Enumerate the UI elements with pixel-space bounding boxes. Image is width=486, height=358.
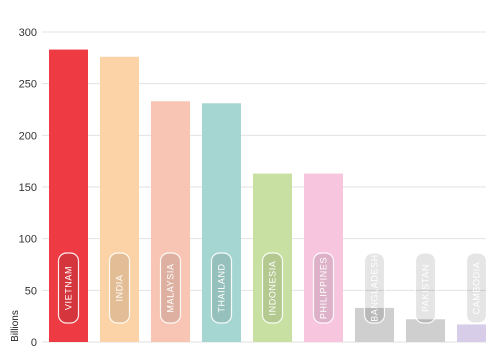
- category-label: INDIA: [115, 274, 125, 301]
- y-axis-label: Billions: [10, 310, 21, 342]
- category-label-pill: [261, 252, 284, 324]
- y-tick-label: 150: [19, 182, 37, 194]
- category-label: THAILAND: [217, 263, 227, 312]
- category-label-pill: [363, 252, 386, 324]
- bar-vietnam: [49, 49, 88, 343]
- bar-philippines: [304, 173, 343, 342]
- bar-malaysia: [151, 101, 190, 342]
- y-tick-label: 50: [25, 285, 37, 297]
- category-label-pill: [414, 252, 437, 324]
- bar-pakistan: [406, 319, 445, 342]
- bar-bangladesh: [355, 307, 394, 342]
- category-label-pill: [465, 252, 486, 324]
- category-label-pill: [159, 252, 182, 324]
- bar-cambodia: [457, 324, 486, 342]
- category-label: INDONESIA: [268, 261, 278, 316]
- category-label: PAKISTAN: [421, 264, 431, 312]
- category-label: PHILIPPINES: [319, 257, 329, 319]
- category-label-pill: [312, 252, 335, 324]
- bar-indonesia: [253, 173, 292, 342]
- category-label-pill: [108, 252, 131, 324]
- y-tick-label: 0: [31, 337, 37, 349]
- category-label: CAMBODIA: [472, 262, 482, 315]
- category-labels-layer: VIETNAM INDIA MALAYSIA THAILAND INDONESIA PHI…: [57, 252, 486, 324]
- bar-thailand: [202, 103, 241, 342]
- bar-india: [100, 56, 139, 343]
- category-label: VIETNAM: [64, 266, 74, 310]
- y-tick-label: 200: [19, 130, 37, 142]
- category-label: MALAYSIA: [166, 263, 176, 312]
- y-tick-label: 300: [19, 27, 37, 39]
- category-label-pill: [210, 252, 233, 324]
- bars-layer: [49, 49, 486, 343]
- y-tick-label: 250: [19, 79, 37, 91]
- category-label-pill: [57, 252, 80, 324]
- y-tick-labels: 0 50 100 150 200 250 300: [19, 27, 37, 349]
- y-tick-label: 100: [19, 234, 37, 246]
- category-label: BANGLADESH: [370, 254, 380, 322]
